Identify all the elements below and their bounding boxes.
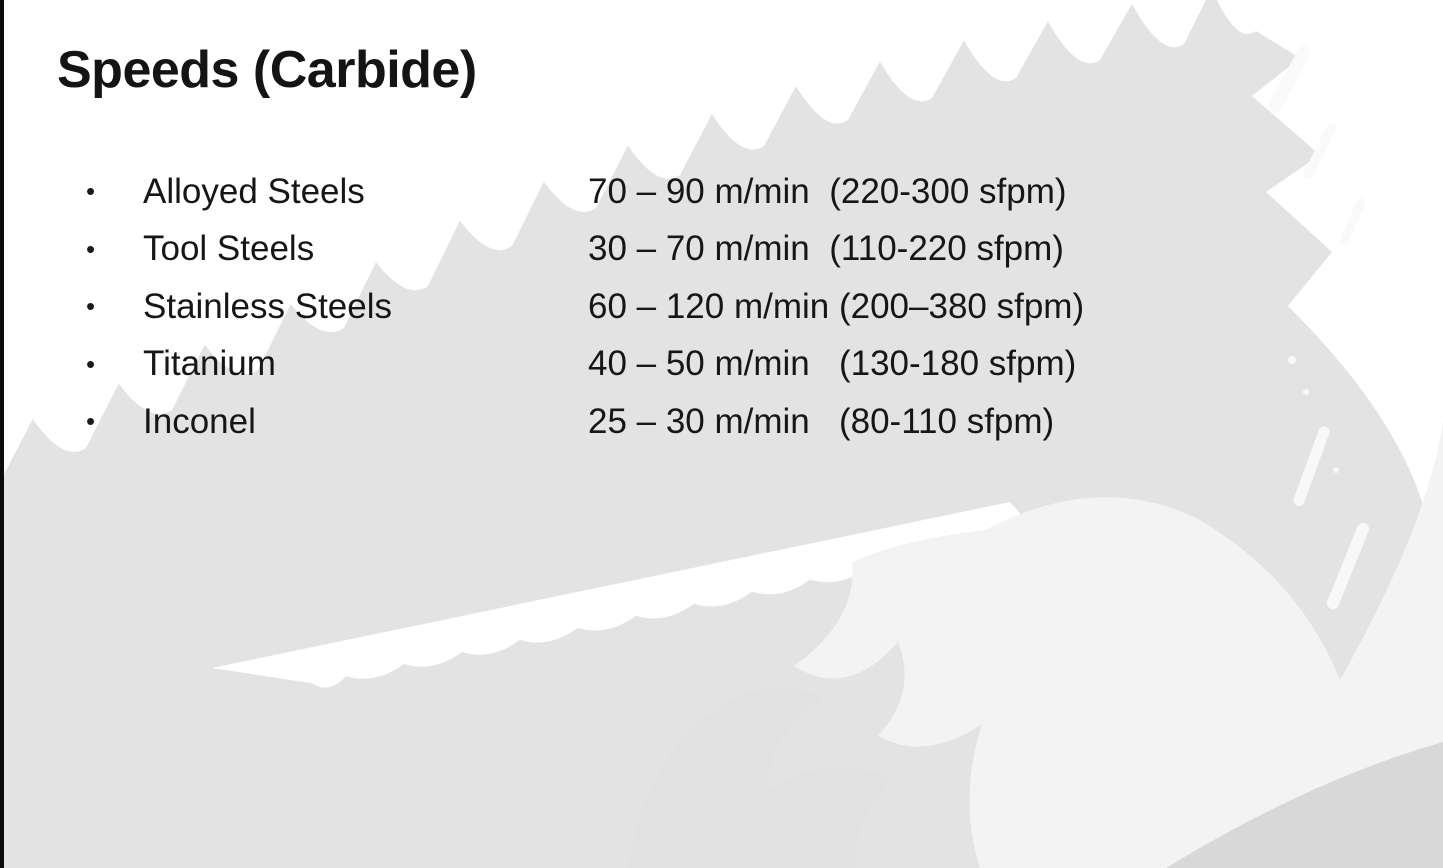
speed-value: 30 – 70 m/min (110-220 sfpm): [588, 229, 1064, 269]
large-blade-shape: [794, 420, 1443, 868]
speed-list: • Alloyed Steels 70 – 90 m/min (220-300 …: [86, 163, 1406, 451]
corner-shadow-wedge: [1166, 742, 1443, 868]
material-label: Stainless Steels: [143, 286, 393, 326]
bullet-icon: •: [86, 406, 96, 437]
speed-value: 70 – 90 m/min (220-300 sfpm): [588, 171, 1067, 211]
streak: [1268, 45, 1311, 113]
left-edge-border: [0, 0, 4, 868]
list-item: • Titanium 40 – 50 m/min (130-180 sfpm): [86, 336, 1406, 394]
list-item: • Stainless Steels 60 – 120 m/min (200–3…: [86, 278, 1406, 336]
streak-dot: [1288, 356, 1296, 364]
streak: [1327, 522, 1369, 610]
material-label: Alloyed Steels: [143, 171, 365, 211]
speed-value: 25 – 30 m/min (80-110 sfpm): [588, 401, 1055, 441]
speed-value: 40 – 50 m/min (130-180 sfpm): [588, 344, 1077, 384]
material-label: Titanium: [143, 344, 276, 384]
streak: [1293, 426, 1330, 507]
hook-teeth-shape: [628, 686, 892, 868]
material-label: Tool Steels: [143, 229, 315, 269]
list-item: • Tool Steels 30 – 70 m/min (110-220 sfp…: [86, 221, 1406, 279]
material-label: Inconel: [143, 401, 256, 441]
streak: [1339, 197, 1366, 247]
bullet-icon: •: [86, 291, 96, 322]
slide-title: Speeds (Carbide): [57, 41, 477, 99]
speed-value: 60 – 120 m/min (200–380 sfpm): [588, 286, 1085, 326]
bullet-icon: •: [86, 348, 96, 379]
list-item: • Alloyed Steels 70 – 90 m/min (220-300 …: [86, 163, 1406, 221]
fine-tooth-blade-shape: [212, 502, 1042, 688]
bullet-icon: •: [86, 176, 96, 207]
streak-dot: [1333, 467, 1339, 473]
streak: [1303, 122, 1337, 180]
list-item: • Inconel 25 – 30 m/min (80-110 sfpm): [86, 393, 1406, 451]
streak-dot: [1303, 389, 1309, 395]
bullet-icon: •: [86, 233, 96, 264]
